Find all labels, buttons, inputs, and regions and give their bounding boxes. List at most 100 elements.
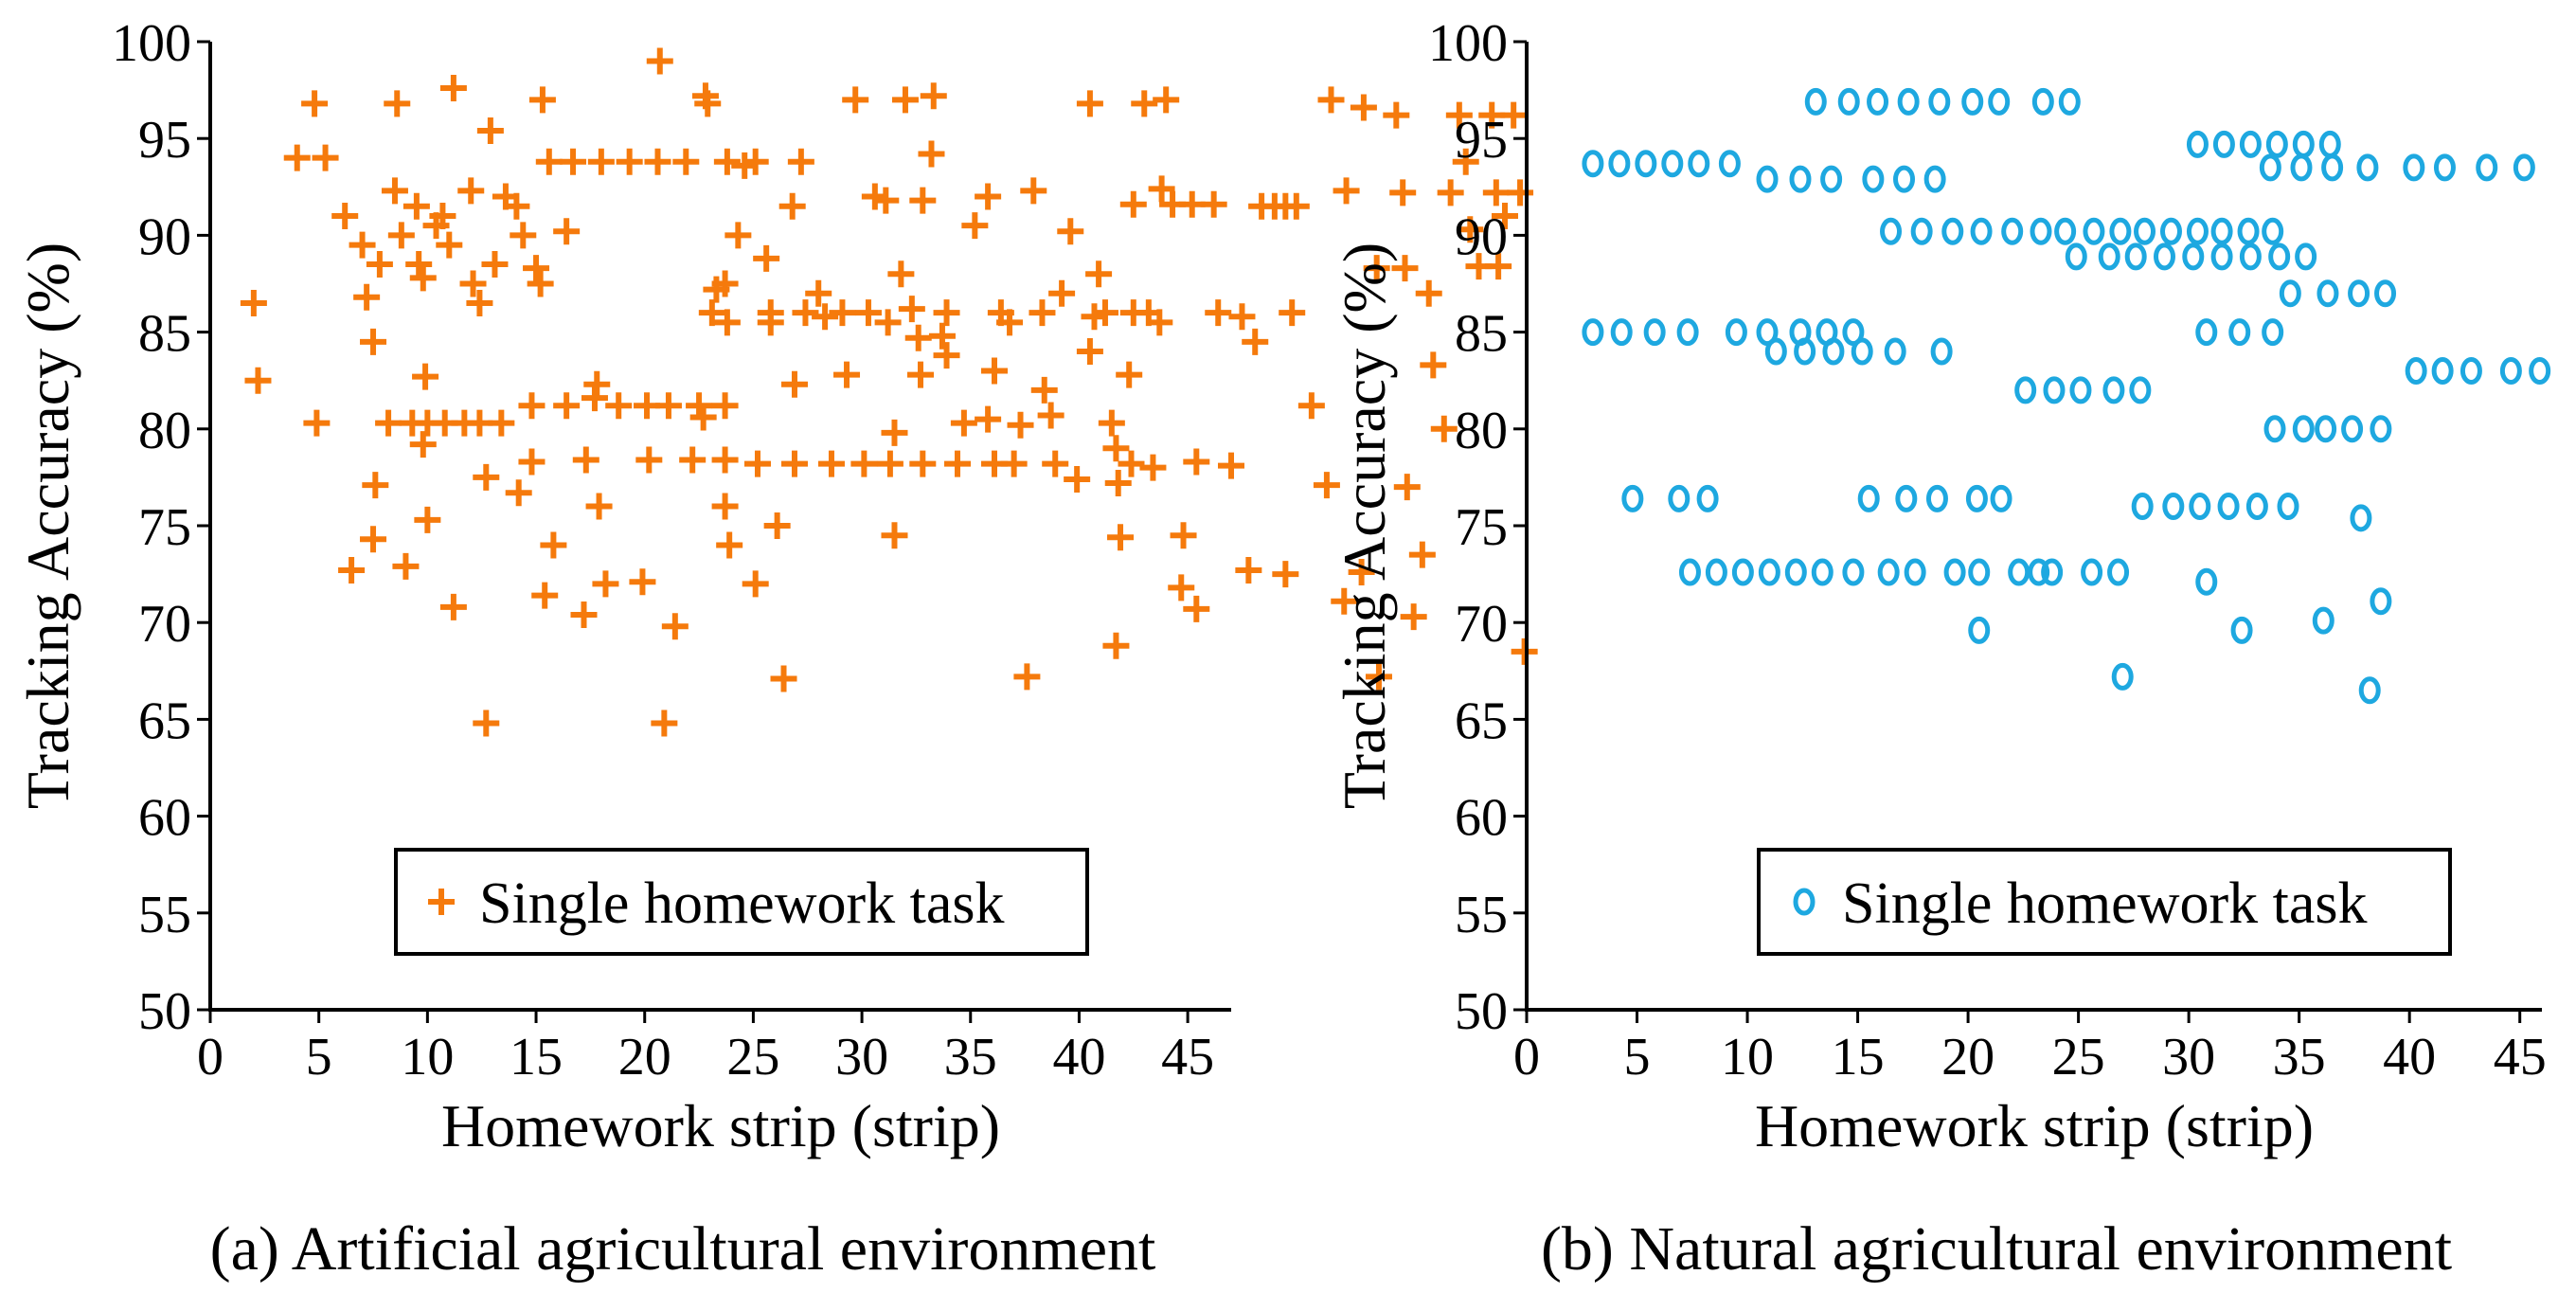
data-point [605, 392, 633, 420]
data-point [1718, 150, 1741, 178]
data-point [1811, 558, 1834, 586]
data-point [928, 322, 956, 350]
data-point [1676, 318, 1699, 347]
data-point [2014, 376, 2037, 404]
data-point [763, 512, 791, 539]
data-point [616, 148, 643, 175]
data-point [1608, 150, 1631, 178]
data-point [1218, 452, 1244, 479]
y-tick-label: 75 [1455, 498, 1508, 557]
data-point [2124, 242, 2147, 271]
data-point [2263, 415, 2286, 443]
data-point [2162, 493, 2185, 521]
data-point [301, 90, 329, 117]
data-point [1758, 558, 1780, 586]
data-point [881, 419, 908, 446]
data-point [887, 260, 915, 288]
data-point [2370, 415, 2392, 443]
data-point [1098, 409, 1125, 437]
y-tick-label: 55 [1455, 886, 1508, 944]
data-point [646, 47, 673, 75]
data-point [384, 90, 411, 117]
data-point [1661, 150, 1684, 178]
data-point [854, 299, 882, 327]
data-point [891, 86, 919, 114]
x-tick-label: 10 [401, 1028, 454, 1087]
data-point [2318, 130, 2341, 158]
data-point [1437, 179, 1464, 207]
data-point [429, 202, 456, 229]
data-point [2030, 217, 2052, 245]
data-point [661, 613, 689, 640]
data-point [829, 299, 856, 327]
data-point [780, 370, 808, 398]
data-point [1756, 165, 1779, 193]
data-point [1042, 450, 1069, 477]
data-point [1363, 255, 1390, 282]
data-point [1725, 318, 1747, 347]
data-point [523, 255, 550, 282]
data-point [2129, 376, 2152, 404]
data-point [1148, 175, 1175, 203]
data-point [2374, 279, 2397, 308]
y-tick-label: 60 [1455, 789, 1508, 848]
y-axis-label: Tracking Accuracy (%) [1331, 242, 1398, 809]
data-point [961, 212, 989, 240]
legend-box [1757, 848, 2452, 956]
data-point [2210, 242, 2233, 271]
data-point [518, 392, 546, 420]
data-point [1393, 474, 1421, 501]
data-point [1851, 337, 1873, 366]
data-point [1893, 165, 1916, 193]
data-point [572, 446, 599, 474]
data-point [1688, 150, 1710, 178]
x-tick-label: 20 [1941, 1028, 1995, 1087]
data-point [1511, 638, 1538, 665]
data-point [876, 450, 903, 477]
data-point [1678, 558, 1701, 586]
data-point [338, 557, 366, 584]
data-point [2262, 318, 2284, 347]
data-point [409, 431, 437, 458]
data-point [2230, 616, 2253, 644]
data-point [1313, 472, 1340, 499]
data-point [2153, 242, 2175, 271]
y-tick-label: 95 [138, 111, 191, 170]
data-point [2195, 318, 2218, 347]
x-tick-label: 45 [2494, 1028, 2547, 1087]
data-point [2279, 279, 2301, 308]
data-point [2433, 153, 2456, 182]
data-point [2043, 376, 2066, 404]
x-tick-label: 10 [1721, 1028, 1774, 1087]
data-point [689, 404, 717, 431]
data-point [1131, 90, 1158, 117]
data-point [635, 446, 663, 474]
data-point [1064, 465, 1091, 493]
data-point [1862, 165, 1885, 193]
data-markers [240, 47, 1538, 737]
data-point [812, 303, 839, 331]
data-point [1048, 279, 1076, 307]
data-point [331, 202, 359, 229]
data-point [2513, 153, 2535, 182]
data-point [459, 270, 487, 297]
data-point [2431, 356, 2454, 385]
y-tick-label: 50 [138, 982, 191, 1041]
data-point [392, 552, 420, 580]
data-point [629, 568, 656, 596]
data-point [1943, 558, 1966, 586]
data-point [1804, 87, 1827, 116]
data-point [805, 279, 832, 307]
data-point [1170, 522, 1197, 549]
data-point [698, 299, 725, 327]
data-point [2356, 153, 2379, 182]
data-point [1507, 179, 1534, 207]
data-point [510, 222, 537, 249]
data-point [2262, 217, 2284, 245]
data-point [414, 506, 441, 533]
y-tick-label: 70 [1455, 595, 1508, 654]
data-point [360, 526, 387, 553]
data-point [1904, 558, 1926, 586]
data-point [1183, 448, 1210, 476]
